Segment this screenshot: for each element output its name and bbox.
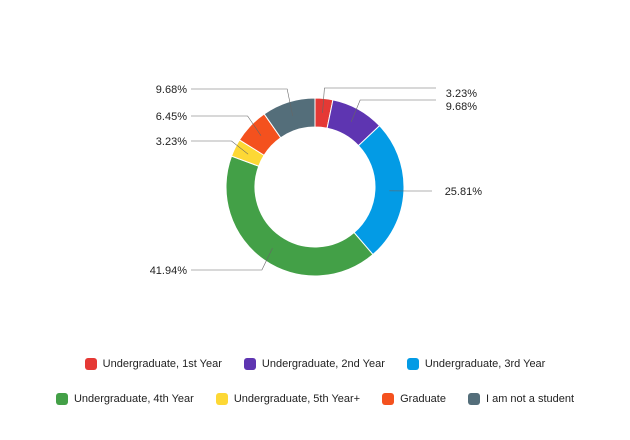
slice-label-6: 6.45% [156,111,187,123]
legend-label: Undergraduate, 2nd Year [261,358,385,370]
legend-item-7[interactable]: I am not a student [467,393,575,405]
leader-line-1 [322,87,436,113]
slice-4 [225,155,374,277]
slice-3 [353,124,405,256]
legend-label: Undergraduate, 3rd Year [424,358,546,370]
leader-line-5 [191,140,249,155]
legend-swatch [215,393,228,405]
legend-row-2: Undergraduate, 4th Year Undergraduate, 5t… [0,393,630,405]
slice-label-1: 3.23% [446,88,477,100]
slice-label-4: 41.94% [150,265,188,277]
legend-row-1: Undergraduate, 1st Year Undergraduate, 2n… [0,358,630,370]
slice-label-7: 9.68% [156,84,187,96]
leader-line-2 [350,99,436,122]
legend-swatch [382,393,395,405]
legend-item-1[interactable]: Undergraduate, 1st Year [84,358,222,370]
slice-label-3: 25.81% [445,186,483,198]
slice-label-2: 9.68% [446,101,477,113]
slice-label-5: 3.23% [156,136,187,148]
legend-item-3[interactable]: Undergraduate, 3rd Year [406,358,546,370]
legend-label: Graduate [400,393,446,405]
legend-swatch [467,393,480,405]
leader-line-4 [191,248,273,271]
legend-label: I am not a student [485,393,575,405]
legend-item-2[interactable]: Undergraduate, 2nd Year [243,358,385,370]
legend-label: Undergraduate, 5th Year+ [233,393,361,405]
legend-swatch [55,393,68,405]
legend-item-5[interactable]: Undergraduate, 5th Year+ [215,393,361,405]
legend-swatch [84,358,97,370]
legend-label: Undergraduate, 1st Year [102,358,222,370]
leader-line-6 [191,115,262,136]
legend-item-6[interactable]: Graduate [382,393,446,405]
leader-line-7 [191,88,293,116]
legend-swatch [406,358,419,370]
legend-swatch [243,358,256,370]
legend-label: Undergraduate, 4th Year [73,393,194,405]
legend-item-4[interactable]: Undergraduate, 4th Year [55,393,194,405]
slice-7 [263,97,316,139]
